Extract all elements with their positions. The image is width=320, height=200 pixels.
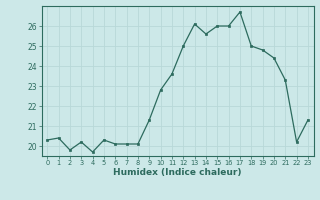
X-axis label: Humidex (Indice chaleur): Humidex (Indice chaleur) xyxy=(113,168,242,177)
